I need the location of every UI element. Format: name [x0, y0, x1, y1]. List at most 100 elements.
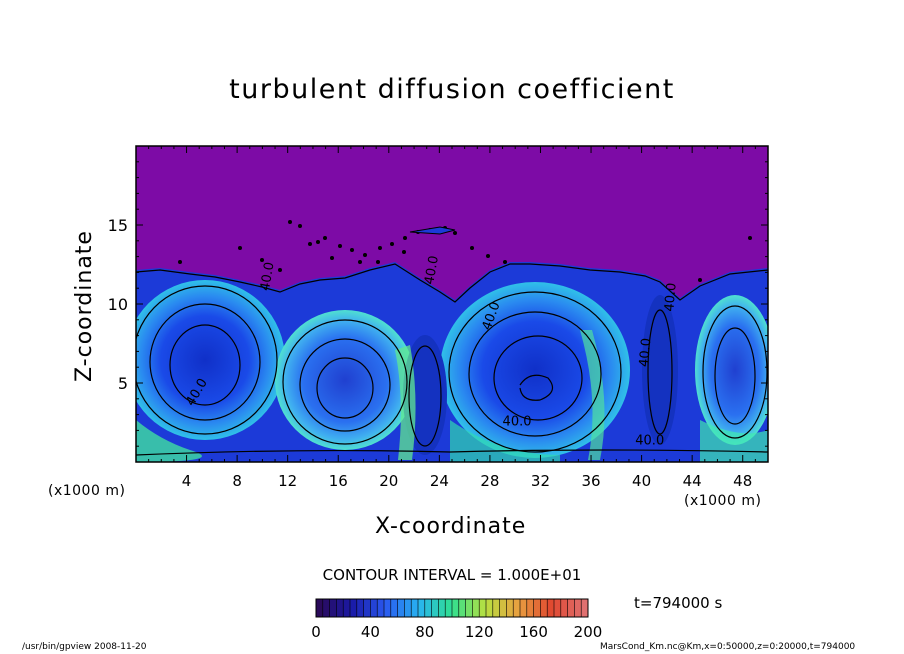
colorbar-tick-label: 160 [519, 623, 548, 641]
colorbar-cell [411, 599, 419, 617]
debris-speck [402, 250, 406, 254]
colorbar-cell [506, 599, 514, 617]
colorbar-cell [458, 599, 467, 617]
x-tick-label: 16 [329, 472, 348, 490]
debris-speck [308, 242, 312, 246]
colorbar-cell [526, 599, 535, 617]
debris-blob [409, 226, 456, 235]
colorbar-cell [445, 599, 453, 617]
debris-speck [376, 260, 380, 264]
x-tick-label: 44 [683, 472, 702, 490]
colorbar-cell [479, 599, 487, 617]
debris-speck [698, 278, 702, 282]
colorbar-cell [540, 599, 548, 617]
vortex-2 [275, 310, 415, 450]
colorbar-cell [492, 599, 501, 617]
debris-speck [260, 258, 264, 262]
colorbar-cell [424, 599, 433, 617]
colorbar-cell [397, 599, 405, 617]
vortex-1 [136, 280, 285, 440]
x-tick-label: 20 [379, 472, 398, 490]
colorbar-cell [350, 599, 358, 617]
colorbar-cell [329, 599, 337, 617]
contour-label: 40.0 [637, 337, 654, 367]
debris-speck [403, 236, 407, 240]
x-tick-label: 12 [278, 472, 297, 490]
contour-interval: CONTOUR INTERVAL = 1.000E+01 [322, 566, 582, 584]
debris-speck [363, 253, 367, 257]
vortex-3 [440, 282, 630, 458]
x-axis: 4 8 12 16 20 24 28 32 36 40 44 48 [148, 146, 756, 490]
debris-speck [350, 248, 354, 252]
debris-speck [503, 260, 507, 264]
colorbar-tick-label: 40 [361, 623, 380, 641]
debris-speck [323, 236, 327, 240]
colorbar-tick-label: 120 [465, 623, 494, 641]
colorbar-cell [499, 599, 507, 617]
colorbar-frame [315, 598, 589, 618]
colorbar-cell [567, 599, 575, 617]
footer-left: /usr/bin/gpview 2008-11-20 [22, 642, 147, 652]
contour-label: 40.0 [662, 282, 679, 312]
x-tick-label: 40 [632, 472, 651, 490]
debris-speck [298, 224, 302, 228]
colorbar-cell [574, 599, 582, 617]
debris-speck [288, 220, 292, 224]
colorbar-cell [384, 599, 392, 617]
green-band-1 [136, 420, 202, 462]
colorbar: 0 40 80 120 160 200 [311, 598, 603, 641]
footer-right: MarsCond_Km.nc@Km,x=0:50000,z=0:20000,t=… [600, 642, 856, 652]
colorbar-tick-label: 80 [415, 623, 434, 641]
contour-labels: 40.040.0 40.040.040.040.040.040.0 [183, 255, 679, 449]
colorbar-cell [322, 599, 331, 617]
y-tick-label: 15 [108, 216, 128, 235]
colorbar-cell [472, 599, 480, 617]
colorbar-cell [363, 599, 371, 617]
contour-lines [136, 263, 768, 456]
y-axis-unit: (x1000 m) [48, 483, 126, 499]
debris-speck [486, 254, 490, 258]
x-tick-label: 24 [430, 472, 449, 490]
colorbar-cell [316, 599, 324, 617]
chart-title: turbulent diffusion coefficient [229, 74, 675, 105]
colorbar-cell [547, 599, 555, 617]
colorbar-cell [486, 599, 494, 617]
colorbar-cell [336, 599, 344, 617]
vortex-6 [642, 295, 678, 445]
x-tick-label: 8 [232, 472, 242, 490]
debris-speck [316, 240, 320, 244]
y-axis: 5 10 15 [108, 161, 768, 447]
debris-speck [748, 236, 752, 240]
colorbar-tick-label: 0 [311, 623, 321, 641]
colorbar-cell [390, 599, 399, 617]
x-axis-unit: (x1000 m) [684, 493, 762, 509]
contour-label: 40.0 [422, 255, 442, 286]
colorbar-cell [560, 599, 569, 617]
debris-speck [238, 246, 242, 250]
debris-speck [338, 244, 342, 248]
green-band-4 [580, 330, 605, 460]
x-tick-label: 36 [581, 472, 600, 490]
colorbar-cell [370, 599, 378, 617]
debris [178, 220, 752, 282]
debris-speck [378, 246, 382, 250]
x-axis-label: X-coordinate [375, 514, 527, 539]
contour-label: 40.0 [503, 415, 532, 430]
debris-speck [178, 260, 182, 264]
debris-speck [390, 242, 394, 246]
debris-speck [358, 260, 362, 264]
contour-label: 40.0 [635, 434, 664, 449]
colorbar-cell [377, 599, 385, 617]
colorbar-cell [533, 599, 541, 617]
colorbar-cell [465, 599, 473, 617]
colorbar-tick-label: 200 [574, 623, 603, 641]
debris-speck [278, 268, 282, 272]
y-tick-label: 10 [108, 295, 128, 314]
debris-speck [470, 246, 474, 250]
debris-speck [453, 231, 457, 235]
x-tick-label: 4 [182, 472, 192, 490]
colorbar-cell [513, 599, 521, 617]
colorbar-cell [438, 599, 446, 617]
colorbar-cell [581, 599, 589, 617]
colorbar-cell [404, 599, 412, 617]
